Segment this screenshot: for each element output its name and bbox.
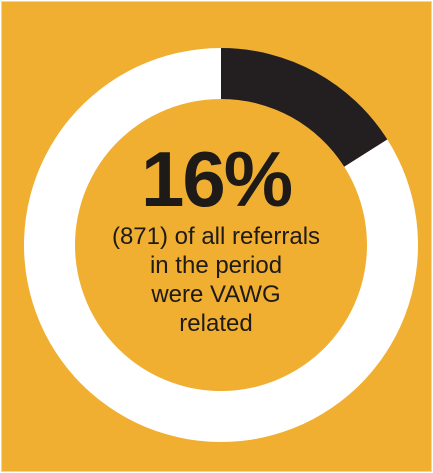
- caption-line-2: in the period: [149, 252, 283, 279]
- caption-line-1: (871) of all referrals: [111, 223, 321, 250]
- donut-slice-highlight: [221, 48, 388, 167]
- donut-center-label: 16% (871) of all referrals in the period…: [86, 140, 346, 338]
- caption-line-4: related: [179, 310, 253, 337]
- percentage-value: 16%: [140, 135, 293, 223]
- donut-slices: [23, 48, 418, 442]
- caption-line-3: were VAWG: [151, 281, 281, 308]
